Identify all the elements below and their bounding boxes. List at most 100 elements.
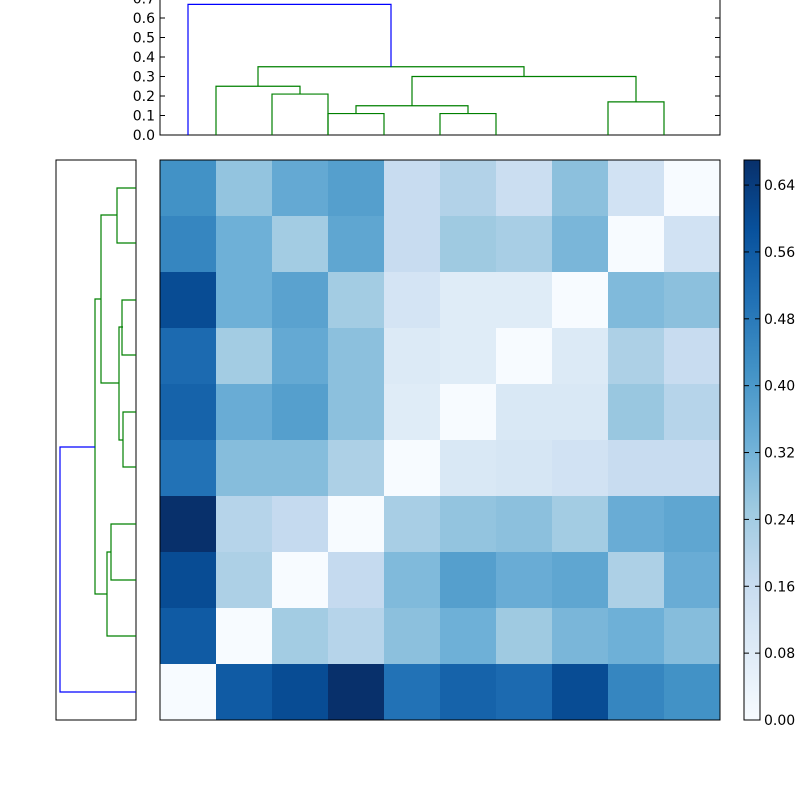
heatmap-cell-r9-c0 bbox=[160, 664, 217, 721]
heatmap-cell-r3-c3 bbox=[328, 328, 385, 385]
heatmap-cell-r3-c0 bbox=[160, 328, 217, 385]
heatmap-cell-r0-c5 bbox=[440, 160, 497, 217]
colorbar-tick-label: 0.40 bbox=[764, 379, 795, 395]
heatmap-cell-r4-c0 bbox=[160, 384, 217, 441]
heatmap-cell-r1-c0 bbox=[160, 216, 217, 273]
heatmap-cell-r6-c7 bbox=[552, 496, 609, 553]
heatmap-cell-r0-c9 bbox=[664, 160, 721, 217]
heatmap-cell-r2-c5 bbox=[440, 272, 497, 329]
left-dendrogram-link-0 bbox=[116, 187, 136, 244]
heatmap-cell-r6-c9 bbox=[664, 496, 721, 553]
top-dendrogram-links bbox=[187, 3, 665, 135]
heatmap-cell-r0-c1 bbox=[216, 160, 273, 217]
heatmap-cell-r6-c0 bbox=[160, 496, 217, 553]
heatmap-cell-r2-c8 bbox=[608, 272, 665, 329]
left-dendrogram-links bbox=[59, 187, 136, 693]
top-dendrogram-y-axis: 0.0 0.1 0.2 0.3 0.4 0.5 0.6 0.7 bbox=[133, 0, 720, 144]
heatmap-cell-r7-c2 bbox=[272, 552, 329, 609]
heatmap-cell-r9-c3 bbox=[328, 664, 385, 721]
heatmap-cell-r7-c8 bbox=[608, 552, 665, 609]
heatmap-cell-r3-c1 bbox=[216, 328, 273, 385]
top-dendrogram-link-4 bbox=[355, 105, 469, 114]
colorbar-tick-label: 0.08 bbox=[764, 646, 795, 662]
left-dendrogram bbox=[55, 159, 137, 721]
colorbar: 0.00 0.08 0.16 0.24 0.32 0.40 0.48 0.56 0.64 bbox=[743, 159, 795, 729]
heatmap-cell-r2-c2 bbox=[272, 272, 329, 329]
heatmap-frame bbox=[159, 159, 721, 721]
heatmap bbox=[159, 159, 721, 721]
top-dendrogram-link-0 bbox=[271, 93, 329, 135]
heatmap-cell-r6-c6 bbox=[496, 496, 553, 553]
heatmap-cell-r8-c5 bbox=[440, 608, 497, 665]
heatmap-cell-r5-c1 bbox=[216, 440, 273, 497]
heatmap-cell-r5-c4 bbox=[384, 440, 441, 497]
top-dendrogram-tick-label: 0.5 bbox=[133, 31, 155, 47]
heatmap-cell-r2-c3 bbox=[328, 272, 385, 329]
heatmap-cell-r1-c2 bbox=[272, 216, 329, 273]
heatmap-cell-r5-c0 bbox=[160, 440, 217, 497]
left-dendrogram-link-2 bbox=[122, 411, 136, 468]
colorbar-tick-label: 0.00 bbox=[764, 713, 795, 729]
heatmap-cell-r1-c8 bbox=[608, 216, 665, 273]
heatmap-cell-r2-c0 bbox=[160, 272, 217, 329]
heatmap-cell-r4-c3 bbox=[328, 384, 385, 441]
heatmap-cell-r4-c6 bbox=[496, 384, 553, 441]
top-dendrogram-tick-label: 0.0 bbox=[133, 128, 155, 144]
heatmap-cell-r9-c8 bbox=[608, 664, 665, 721]
left-dendrogram-link-4 bbox=[100, 214, 119, 384]
top-dendrogram-tick-label: 0.6 bbox=[133, 11, 155, 27]
heatmap-cell-r6-c5 bbox=[440, 496, 497, 553]
colorbar-tick-label: 0.64 bbox=[764, 178, 795, 194]
left-dendrogram-frame bbox=[55, 159, 137, 721]
heatmap-cell-r4-c4 bbox=[384, 384, 441, 441]
heatmap-cell-r0-c4 bbox=[384, 160, 441, 217]
heatmap-cell-r8-c4 bbox=[384, 608, 441, 665]
heatmap-cell-r5-c5 bbox=[440, 440, 497, 497]
heatmap-cell-r4-c8 bbox=[608, 384, 665, 441]
heatmap-cell-r4-c5 bbox=[440, 384, 497, 441]
left-dendrogram-link-8 bbox=[59, 446, 136, 693]
heatmap-cell-r2-c7 bbox=[552, 272, 609, 329]
heatmap-cell-r8-c6 bbox=[496, 608, 553, 665]
heatmap-cell-r9-c1 bbox=[216, 664, 273, 721]
heatmap-cell-r1-c6 bbox=[496, 216, 553, 273]
heatmap-cell-r0-c0 bbox=[160, 160, 217, 217]
top-dendrogram-link-3 bbox=[439, 112, 497, 135]
heatmap-cell-r3-c9 bbox=[664, 328, 721, 385]
heatmap-cell-r9-c7 bbox=[552, 664, 609, 721]
heatmap-cell-r7-c1 bbox=[216, 552, 273, 609]
left-dendrogram-link-5 bbox=[110, 523, 136, 581]
colorbar-tick-label: 0.56 bbox=[764, 245, 795, 261]
heatmap-cell-r2-c1 bbox=[216, 272, 273, 329]
colorbar-frame bbox=[743, 159, 761, 721]
colorbar-ticks: 0.00 0.08 0.16 0.24 0.32 0.40 0.48 0.56 0.64 bbox=[744, 178, 795, 729]
heatmap-cell-r4-c9 bbox=[664, 384, 721, 441]
top-dendrogram: 0.0 0.1 0.2 0.3 0.4 0.5 0.6 0.7 bbox=[133, 0, 721, 144]
heatmap-cell-r7-c9 bbox=[664, 552, 721, 609]
heatmap-cell-r9-c4 bbox=[384, 664, 441, 721]
heatmap-cell-r0-c2 bbox=[272, 160, 329, 217]
heatmap-cell-r8-c1 bbox=[216, 608, 273, 665]
heatmap-cells bbox=[160, 160, 721, 721]
top-dendrogram-link-8 bbox=[187, 3, 392, 135]
heatmap-cell-r5-c8 bbox=[608, 440, 665, 497]
heatmap-cell-r0-c7 bbox=[552, 160, 609, 217]
top-dendrogram-tick-label: 0.4 bbox=[133, 50, 155, 66]
heatmap-cell-r7-c3 bbox=[328, 552, 385, 609]
heatmap-cell-r3-c2 bbox=[272, 328, 329, 385]
heatmap-cell-r8-c8 bbox=[608, 608, 665, 665]
heatmap-cell-r6-c8 bbox=[608, 496, 665, 553]
top-dendrogram-tick-label: 0.1 bbox=[133, 109, 155, 125]
heatmap-cell-r4-c7 bbox=[552, 384, 609, 441]
heatmap-cell-r2-c9 bbox=[664, 272, 721, 329]
colorbar-tick-label: 0.24 bbox=[764, 512, 795, 528]
heatmap-cell-r0-c6 bbox=[496, 160, 553, 217]
heatmap-cell-r6-c1 bbox=[216, 496, 273, 553]
top-dendrogram-tick-label: 0.3 bbox=[133, 70, 155, 86]
heatmap-cell-r1-c3 bbox=[328, 216, 385, 273]
heatmap-cell-r9-c5 bbox=[440, 664, 497, 721]
heatmap-cell-r8-c9 bbox=[664, 608, 721, 665]
heatmap-cell-r1-c4 bbox=[384, 216, 441, 273]
heatmap-cell-r8-c2 bbox=[272, 608, 329, 665]
